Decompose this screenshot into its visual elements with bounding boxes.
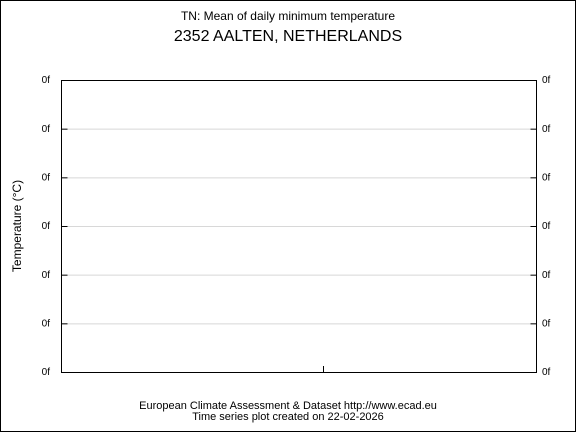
footer-line: European Climate Assessment & Dataset ht…: [139, 400, 437, 412]
y-tick-label: 0f: [42, 221, 51, 232]
y2-tick-label: 0f: [542, 172, 551, 183]
y-tick-label: 0f: [42, 124, 51, 135]
y-tick-label: 0f: [42, 318, 51, 329]
y2-tick-label: 0f: [542, 270, 551, 281]
y-tick-label: 0f: [42, 270, 51, 281]
chart-title: TN: Mean of daily minimum temperature: [181, 9, 395, 23]
y2-tick-label: 0f: [542, 75, 551, 86]
plot-area: [61, 80, 537, 373]
y2-tick-label: 0f: [542, 367, 551, 378]
y-tick-label: 0f: [42, 75, 51, 86]
footer-line: Time series plot created on 22-02-2026: [192, 411, 384, 423]
y-tick-label: 0f: [42, 172, 51, 183]
y-axis-label: Temperature (°C): [10, 180, 24, 272]
y2-tick-label: 0f: [542, 124, 551, 135]
y-tick-label: 0f: [42, 367, 51, 378]
grid: [61, 80, 537, 373]
y2-tick-label: 0f: [542, 221, 551, 232]
y2-tick-label: 0f: [542, 318, 551, 329]
chart-subtitle: 2352 AALTEN, NETHERLANDS: [174, 28, 402, 45]
